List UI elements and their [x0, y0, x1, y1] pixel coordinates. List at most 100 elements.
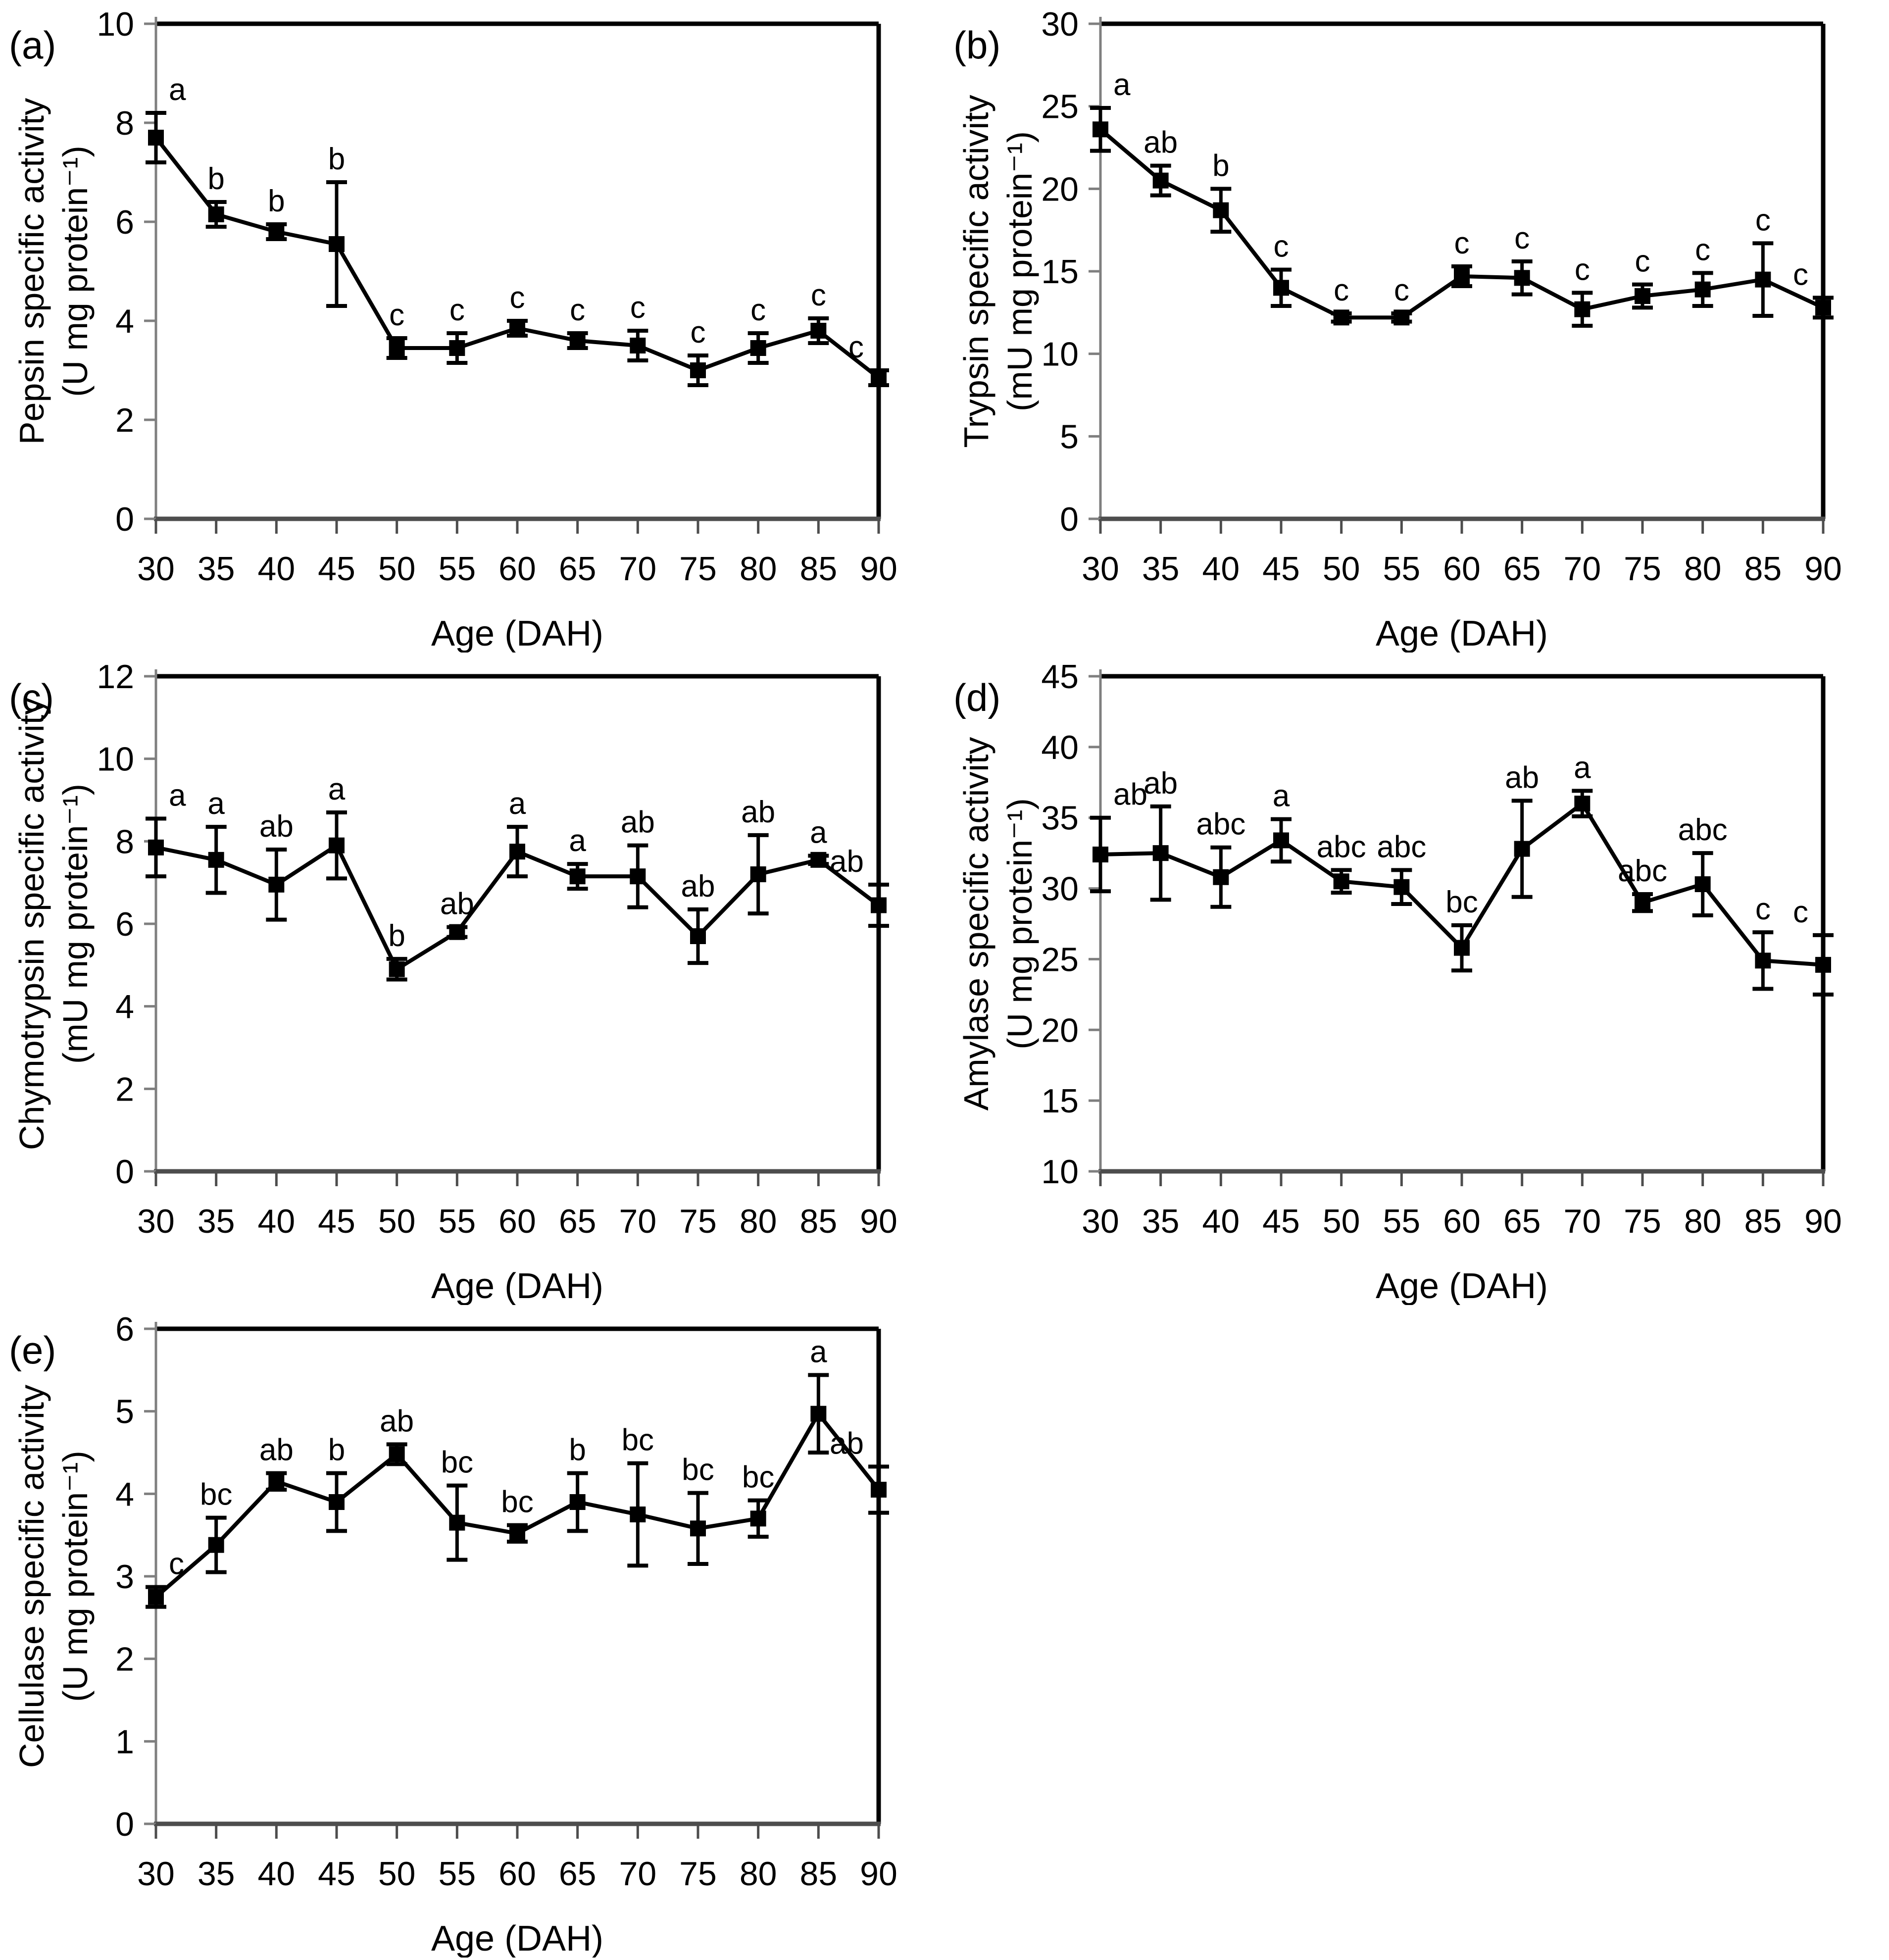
significance-letter: ab — [621, 805, 655, 840]
y-tick-label: 8 — [115, 104, 134, 142]
data-point-marker — [208, 852, 224, 868]
panel-label: (c) — [9, 676, 54, 719]
significance-letter: b — [1212, 149, 1229, 183]
y-axis-title-line: (U mg protein⁻¹) — [1000, 798, 1039, 1050]
data-point-marker — [1213, 869, 1229, 885]
x-tick-label: 30 — [137, 550, 175, 588]
x-tick-label: 85 — [800, 1203, 838, 1240]
significance-letter: ab — [1143, 766, 1178, 801]
significance-letter: b — [569, 1433, 586, 1467]
x-tick-label: 55 — [439, 1203, 476, 1240]
x-tick-label: 55 — [439, 550, 476, 588]
y-axis-title-line: (mU mg protein⁻¹) — [56, 784, 95, 1064]
y-tick-label: 3 — [115, 1558, 134, 1596]
significance-letter: ab — [259, 809, 294, 844]
data-point-marker — [630, 868, 646, 885]
panel-label: (e) — [9, 1328, 56, 1372]
y-tick-label: 2 — [115, 1641, 134, 1678]
x-tick-label: 30 — [1082, 1203, 1119, 1240]
x-axis-title: Age (DAH) — [1376, 614, 1548, 653]
y-axis-title-line: Amylase specific activity — [957, 737, 995, 1111]
y-tick-label: 8 — [115, 823, 134, 860]
chart-d-svg: 10 15 20 25 30 35 40 45 30 35 40 45 50 55 60 65 70 75 80 85… — [953, 658, 1842, 1306]
y-axis-title-line: Pepsin specific activity — [12, 98, 51, 445]
y-tick-label: 4 — [115, 1475, 134, 1513]
y-tick-label: 2 — [115, 1070, 134, 1108]
significance-letter: abc — [1196, 807, 1245, 842]
data-point-marker — [1273, 280, 1289, 296]
data-point-marker — [1454, 940, 1470, 956]
panel-c-chymotrypsin-chart: 0 2 4 6 8 10 12 30 35 40 45 50 55 60 65 70 75 80 85 90 Age (… — [0, 653, 944, 1306]
y-axis-title-line: (U mg protein⁻¹) — [56, 146, 95, 397]
significance-letter: c — [1274, 230, 1289, 264]
data-point-marker — [1694, 876, 1711, 892]
x-tick-label: 40 — [258, 1203, 296, 1240]
data-point-marker — [690, 1520, 706, 1537]
significance-letter: c — [1454, 226, 1470, 260]
x-tick-label: 80 — [740, 1855, 777, 1893]
data-point-marker — [630, 338, 646, 353]
x-tick-label: 65 — [1503, 1203, 1541, 1240]
significance-letter: a — [569, 824, 586, 858]
data-point-marker — [1213, 202, 1229, 218]
significance-letter: bc — [200, 1478, 232, 1512]
significance-letter: ab — [1113, 778, 1147, 812]
data-point-marker — [389, 340, 405, 356]
x-tick-label: 70 — [619, 1855, 657, 1893]
data-point-marker — [148, 839, 164, 855]
x-tick-label: 45 — [1262, 550, 1300, 588]
x-tick-label: 65 — [559, 1203, 597, 1240]
y-tick-label: 20 — [1041, 1011, 1079, 1049]
x-tick-label: 85 — [1744, 1203, 1782, 1240]
significance-letter: a — [509, 787, 526, 821]
chart-c-svg: 0 2 4 6 8 10 12 30 35 40 45 50 55 60 65 70 75 80 85 90 Age (… — [9, 658, 897, 1306]
x-tick-label: 85 — [800, 550, 838, 588]
x-tick-label: 60 — [1443, 1203, 1481, 1240]
data-point-marker — [509, 844, 525, 860]
y-tick-label: 10 — [1041, 336, 1079, 373]
significance-letter: ab — [681, 869, 715, 904]
x-tick-label: 65 — [559, 1855, 597, 1893]
data-point-marker — [569, 1494, 586, 1510]
data-point-marker — [449, 340, 465, 356]
series-line — [154, 136, 880, 380]
x-tick-label: 65 — [559, 550, 597, 588]
data-point-marker — [690, 362, 706, 378]
data-point-marker — [750, 1510, 766, 1527]
x-tick-label: 55 — [1383, 1203, 1421, 1240]
significance-letter: abc — [1377, 830, 1426, 864]
x-tick-label: 35 — [1142, 550, 1180, 588]
x-tick-label: 85 — [800, 1855, 838, 1893]
x-tick-label: 30 — [1082, 550, 1119, 588]
significance-letter: abc — [1317, 830, 1366, 864]
significance-letter: b — [388, 919, 405, 953]
data-point-marker — [1333, 873, 1349, 890]
x-tick-label: 70 — [1564, 550, 1601, 588]
x-tick-label: 65 — [1503, 550, 1541, 588]
significance-letter: a — [810, 816, 827, 850]
x-tick-label: 80 — [1684, 1203, 1722, 1240]
x-tick-label: 60 — [498, 1203, 536, 1240]
significance-letter: c — [1514, 221, 1530, 255]
data-point-marker — [1755, 271, 1771, 288]
x-tick-label: 45 — [1262, 1203, 1300, 1240]
y-tick-label: 35 — [1041, 800, 1079, 837]
x-tick-label: 50 — [378, 1203, 416, 1240]
y-tick-label: 25 — [1041, 88, 1079, 126]
x-tick-label: 55 — [439, 1855, 476, 1893]
x-tick-label: 90 — [860, 1203, 897, 1240]
data-point-marker — [1514, 841, 1530, 857]
x-tick-label: 45 — [318, 1855, 355, 1893]
x-tick-label: 50 — [1323, 550, 1360, 588]
significance-letter: ab — [830, 1426, 864, 1460]
series-line — [1099, 128, 1824, 320]
data-point-marker — [871, 1482, 887, 1498]
significance-letter: c — [510, 281, 525, 315]
x-tick-label: 90 — [860, 550, 897, 588]
y-tick-label: 0 — [115, 1153, 134, 1191]
significance-letter: c — [1755, 892, 1771, 926]
significance-letter: a — [169, 73, 186, 107]
significance-letter: a — [207, 787, 225, 821]
significance-letter: bc — [682, 1453, 714, 1487]
